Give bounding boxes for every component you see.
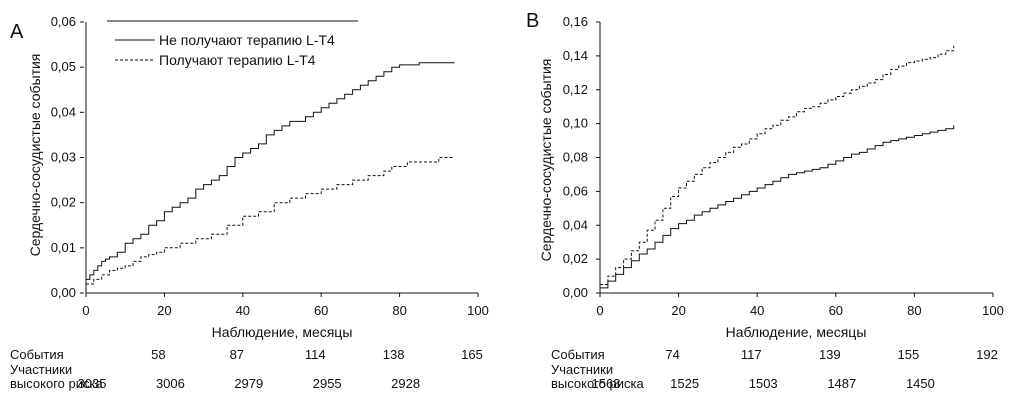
events-value: 155: [898, 347, 920, 362]
at-risk-row-label-a-line2: высокого риска: [10, 376, 103, 391]
at-risk-value: 1568: [592, 376, 621, 391]
events-row-label-b: События: [551, 347, 605, 362]
at-risk-value: 3035: [78, 376, 107, 391]
x-tick-label: 100: [467, 303, 489, 318]
y-tick-label: 0,05: [51, 59, 76, 74]
x-tick-label: 60: [314, 303, 328, 318]
x-axis-b: 0 20 40 60 80 100: [596, 293, 1004, 318]
x-tick-label: 20: [671, 303, 685, 318]
y-tick-label: 0,06: [51, 14, 76, 29]
risk-table-b: События Участники высокого риска 74 117 13…: [551, 347, 998, 391]
events-value: 192: [976, 347, 998, 362]
y-tick-label: 0,00: [563, 285, 588, 300]
at-risk-row-label-a-line1: Участники: [10, 362, 72, 377]
y-tick-label: 0,16: [563, 14, 588, 29]
x-tick-label: 0: [82, 303, 89, 318]
y-tick-label: 0,08: [563, 150, 588, 165]
y-tick-label: 0,01: [51, 240, 76, 255]
y-tick-label: 0,02: [51, 195, 76, 210]
events-row-label-a: События: [10, 347, 64, 362]
events-value: 74: [665, 347, 679, 362]
legend-a: Не получают терапию L-T4 Получают терапи…: [107, 20, 358, 68]
x-tick-label: 80: [907, 303, 921, 318]
at-risk-value: 1525: [670, 376, 699, 391]
legend-entry-untreated: Не получают терапию L-T4: [159, 32, 335, 48]
y-tick-label: 0,10: [563, 116, 588, 131]
y-tick-label: 0,06: [563, 183, 588, 198]
events-row-b: 74 117 139 155 192: [665, 347, 997, 362]
y-axis-a: 0,00 0,01 0,02 0,03 0,04 0,05 0,06: [51, 14, 87, 300]
x-tick-label: 20: [157, 303, 171, 318]
x-tick-label: 40: [750, 303, 764, 318]
y-tick-label: 0,02: [563, 251, 588, 266]
y-axis-b: 0,00 0,02 0,04 0,06 0,08 0,10 0,12 0,14 0,16: [563, 14, 601, 300]
at-risk-value: 2979: [234, 376, 263, 391]
events-value: 87: [230, 347, 244, 362]
series-line-solid: [86, 62, 455, 280]
x-axis-label-b: Наблюдение, месяцы: [726, 324, 867, 340]
at-risk-value: 3006: [156, 376, 185, 391]
events-value: 138: [383, 347, 405, 362]
at-risk-row-a: 3035 3006 2979 2955 2928: [78, 376, 421, 391]
series-line-dashed: [86, 157, 455, 285]
panel-a: A Сердечно-сосудистые события 0,000,010,…: [10, 14, 489, 391]
risk-table-a: События Участники высокого риска 58 87 114…: [10, 347, 483, 391]
y-tick-label: 0,00: [51, 285, 76, 300]
at-risk-row-b: 1568 1525 1503 1487 1450: [592, 376, 935, 391]
x-axis-a: 0 20 40 60 80 100: [82, 293, 489, 318]
legend-entry-treated: Получают терапию L-T4: [159, 52, 316, 68]
x-axis-label-a: Наблюдение, месяцы: [212, 324, 353, 340]
at-risk-row-label-b-line1: Участники: [551, 362, 613, 377]
series-lines-b: [600, 45, 955, 289]
x-tick-label: 60: [829, 303, 843, 318]
series-line-dashed: [600, 45, 955, 285]
y-axis-label-b: Сердечно-сосудистые события: [538, 59, 554, 262]
panel-label-a: A: [10, 21, 24, 43]
x-tick-label: 80: [392, 303, 406, 318]
panel-label-b: B: [526, 10, 539, 32]
events-value: 165: [461, 347, 483, 362]
panel-b: B Сердечно-сосудистые события 0,000,020,…: [526, 10, 1004, 391]
y-tick-label: 0,04: [563, 217, 588, 232]
y-tick-label: 0,03: [51, 150, 76, 165]
x-tick-label: 0: [596, 303, 603, 318]
at-risk-value: 1487: [827, 376, 856, 391]
events-row-a: 58 87 114 138 165: [151, 347, 483, 362]
events-value: 139: [819, 347, 841, 362]
x-tick-label: 100: [982, 303, 1004, 318]
y-tick-label: 0,12: [563, 82, 588, 97]
x-tick-label: 40: [236, 303, 250, 318]
events-value: 58: [151, 347, 165, 362]
y-tick-label: 0,04: [51, 104, 76, 119]
y-axis-label-a: Сердечно-сосудистые события: [27, 54, 43, 257]
y-tick-label: 0,14: [563, 48, 588, 63]
at-risk-value: 1450: [906, 376, 935, 391]
at-risk-row-label-b-line2: высокого риска: [551, 376, 644, 391]
series-line-solid: [600, 125, 955, 289]
at-risk-value: 1503: [749, 376, 778, 391]
events-value: 117: [741, 347, 762, 362]
at-risk-value: 2955: [313, 376, 342, 391]
events-value: 114: [305, 347, 326, 362]
at-risk-value: 2928: [391, 376, 420, 391]
series-lines-a: [86, 62, 455, 285]
